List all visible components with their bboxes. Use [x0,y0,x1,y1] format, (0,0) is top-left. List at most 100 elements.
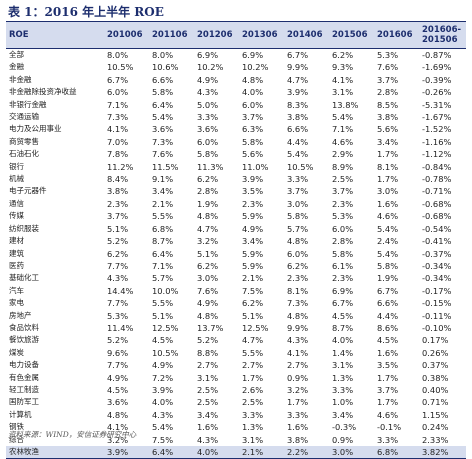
roe-value-cell: 1.7% [242,372,264,383]
roe-value-cell: 3.8% [287,434,309,445]
roe-table: ROE 201006 201106 201206 201306 201406 201506 2… [6,21,466,459]
row-sector-label: 基础化工 [9,273,39,283]
roe-value-cell: 10.6% [152,62,179,73]
roe-value-cell: 3.1% [332,87,354,98]
roe-value-cell: 2.3% [242,198,264,209]
roe-value-cell: 7.3% [152,136,174,147]
roe-value-cell: 5.8% [242,136,264,147]
roe-value-cell: 3.6% [152,124,174,135]
roe-value-cell: -1.67% [422,112,452,123]
roe-value-cell: 9.9% [287,322,309,333]
roe-value-cell: 9.1% [152,174,174,185]
table-row: 农林牧渔 3.9% 6.4% 4.0% 2.1% 2.2% 3.0% 6.8% 3.82% [6,446,466,459]
roe-value-cell: 3.7% [107,211,129,222]
row-sector-label: 银行 [9,161,24,171]
roe-value-cell: 5.7% [152,273,174,284]
roe-value-cell: 7.0% [107,136,129,147]
roe-value-cell: 9.6% [107,347,129,358]
roe-value-cell: 4.5% [332,310,354,321]
roe-value-cell: 7.1% [152,260,174,271]
row-sector-label: 交通运输 [9,112,39,122]
roe-value-cell: 6.3% [242,124,264,135]
roe-value-cell: 2.1% [239,446,284,459]
row-sector-label: 房地产 [9,310,32,320]
roe-value-cell: 0.71% [422,397,449,408]
roe-value-cell: 8.7% [332,322,354,333]
roe-value-cell: 3.4% [152,186,174,197]
roe-value-cell: 6.0% [107,87,129,98]
roe-value-cell: 5.4% [152,422,174,433]
roe-value-cell: 7.6% [152,149,174,160]
roe-value-cell: 3.9% [104,446,149,459]
roe-value-cell: 11.5% [152,161,179,172]
row-sector-label: 计算机 [9,409,32,419]
roe-value-cell: 5.6% [377,124,399,135]
roe-value-cell: 1.7% [377,397,399,408]
roe-value-cell: 3.8% [287,112,309,123]
roe-value-cell: 4.8% [287,310,309,321]
table-row: 汽车 14.4% 10.0% 7.6% 7.5% 8.1% 6.9% 6.7% -0.17% [6,285,466,297]
roe-value-cell: 12.5% [152,322,179,333]
roe-value-cell: 6.9% [197,50,219,60]
roe-value-cell: 2.8% [377,87,399,98]
roe-value-cell: 4.5% [152,335,174,346]
roe-value-cell: 2.7% [287,360,309,371]
roe-value-cell: 1.7% [377,372,399,383]
roe-value-cell: 3.1% [197,372,219,383]
roe-value-cell: 3.3% [377,434,399,445]
roe-value-cell: 3.7% [377,384,399,395]
roe-value-cell: 5.4% [377,248,399,259]
table-row: 建筑 6.2% 6.4% 5.1% 5.9% 6.0% 5.8% 5.4% -0.37% [6,248,466,260]
roe-value-cell: 5.7% [287,223,309,234]
roe-value-cell: 4.1% [287,347,309,358]
roe-value-cell: 6.8% [152,223,174,234]
roe-value-cell: 7.3% [287,298,309,309]
roe-value-cell: 3.4% [377,136,399,147]
roe-value-cell: 6.0% [287,248,309,259]
roe-value-cell: 6.0% [197,136,219,147]
roe-value-cell: 2.8% [332,236,354,247]
table-row: 计算机 4.8% 4.3% 3.4% 3.3% 3.3% 3.4% 4.6% 1.15% [6,409,466,421]
roe-value-cell: 5.9% [242,260,264,271]
roe-value-cell: 6.2% [197,260,219,271]
table-row: 电力设备 7.7% 4.9% 2.7% 2.7% 2.7% 3.1% 3.5% 0.37% [6,359,466,371]
table-row: 建材 5.2% 8.7% 3.2% 3.4% 4.8% 2.8% 2.4% -0.41% [6,235,466,247]
roe-value-cell: 0.24% [422,422,449,433]
roe-value-cell: 0.26% [422,347,449,358]
roe-value-cell: 2.8% [197,186,219,197]
roe-value-cell: 8.9% [332,161,354,172]
roe-value-cell: 3.3% [287,409,309,420]
roe-value-cell: 8.6% [377,322,399,333]
roe-value-cell: 6.0% [242,99,264,110]
table-header-row: ROE 201006 201106 201206 201306 201406 201506 2… [6,21,466,49]
roe-value-cell: 6.6% [152,74,174,85]
roe-value-cell: 3.7% [377,74,399,85]
roe-value-cell: 7.2% [152,372,174,383]
roe-value-cell: 4.1% [107,124,129,135]
table-row: 煤炭 9.6% 10.5% 8.8% 5.5% 4.1% 1.4% 1.6% 0.26% [6,347,466,359]
roe-value-cell: -0.54% [422,223,452,234]
roe-value-cell: -0.34% [422,260,452,271]
roe-value-cell: 8.4% [107,174,129,185]
roe-value-cell: 4.6% [377,211,399,222]
roe-value-cell: 3.0% [329,446,374,459]
row-sector-label: 电子元器件 [9,186,47,196]
roe-value-cell: 3.0% [377,186,399,197]
roe-value-cell: -0.39% [422,74,452,85]
roe-value-cell: 6.6% [377,298,399,309]
row-sector-label: 国防军工 [9,397,39,407]
row-sector-label: 通信 [9,198,24,208]
row-sector-label: 非金融除投资净收益 [9,87,77,97]
roe-value-cell: 8.5% [377,99,399,110]
roe-value-cell: 3.2% [197,236,219,247]
roe-value-cell: 3.7% [287,186,309,197]
roe-value-cell: 3.3% [332,384,354,395]
roe-value-cell: 10.5% [152,347,179,358]
roe-value-cell: 7.3% [107,112,129,123]
roe-value-cell: -0.68% [422,198,452,209]
source-note: 资料来源：WIND，安信证券研究中心 [8,430,137,439]
column-header-period: 201006 [104,21,149,49]
roe-value-cell: -0.1% [377,422,402,433]
table-row: 综合 3.2% 7.5% 4.3% 3.1% 3.8% 0.9% 3.3% 2.33% [6,434,466,446]
roe-value-cell: 3.7% [332,186,354,197]
